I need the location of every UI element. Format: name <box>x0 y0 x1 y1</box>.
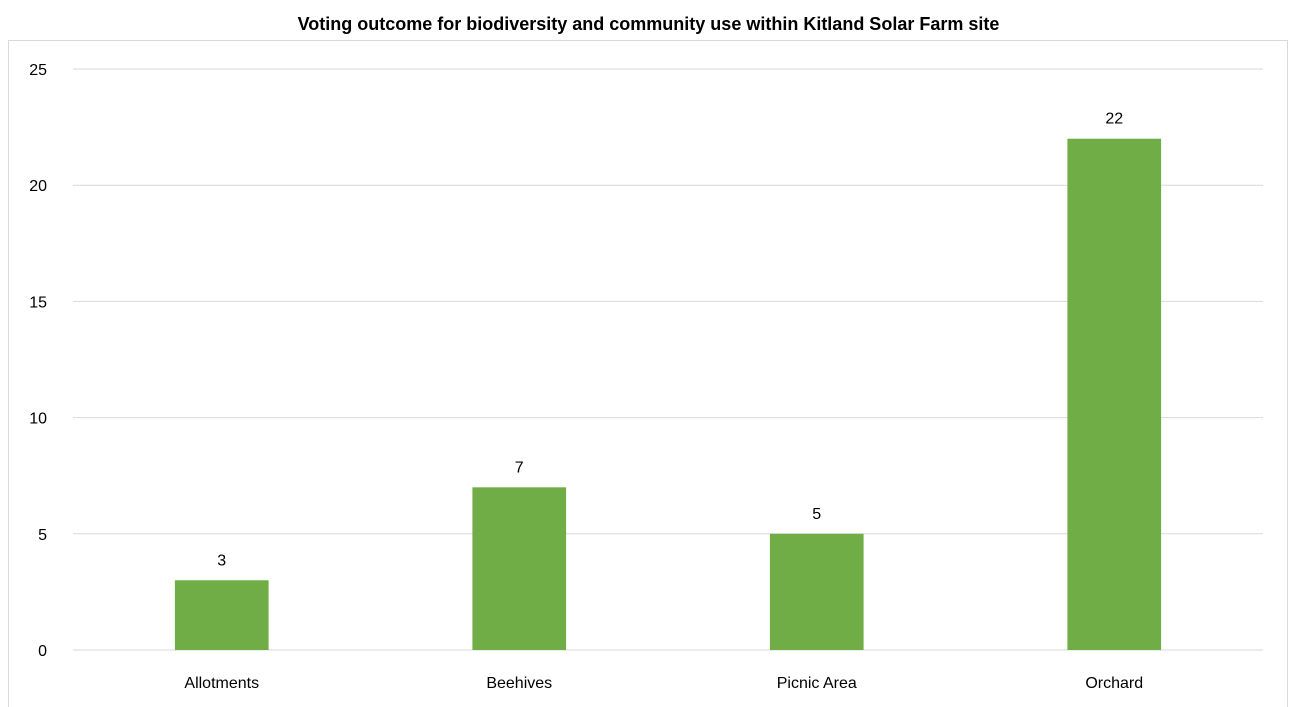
x-category-label: Orchard <box>1085 675 1143 692</box>
x-category-label: Allotments <box>184 675 259 692</box>
chart-title: Voting outcome for biodiversity and comm… <box>297 14 1000 34</box>
y-tick-label: 5 <box>38 527 47 544</box>
y-tick-label: 15 <box>29 294 47 311</box>
x-category-label: Beehives <box>486 675 552 692</box>
data-label: 7 <box>515 459 524 476</box>
data-label: 3 <box>217 552 226 569</box>
bar-allotments <box>174 580 269 650</box>
data-label: 22 <box>1105 111 1123 128</box>
y-tick-label: 10 <box>29 411 47 428</box>
bar-orchard <box>1067 138 1162 650</box>
x-category-label: Picnic Area <box>777 675 857 692</box>
y-tick-label: 25 <box>29 62 47 79</box>
y-tick-label: 0 <box>38 643 47 660</box>
bar-picnic-area <box>769 533 864 650</box>
bar-beehives <box>472 487 567 650</box>
chart-frame <box>8 40 1288 707</box>
y-tick-label: 20 <box>29 178 47 195</box>
data-label: 5 <box>812 506 821 523</box>
